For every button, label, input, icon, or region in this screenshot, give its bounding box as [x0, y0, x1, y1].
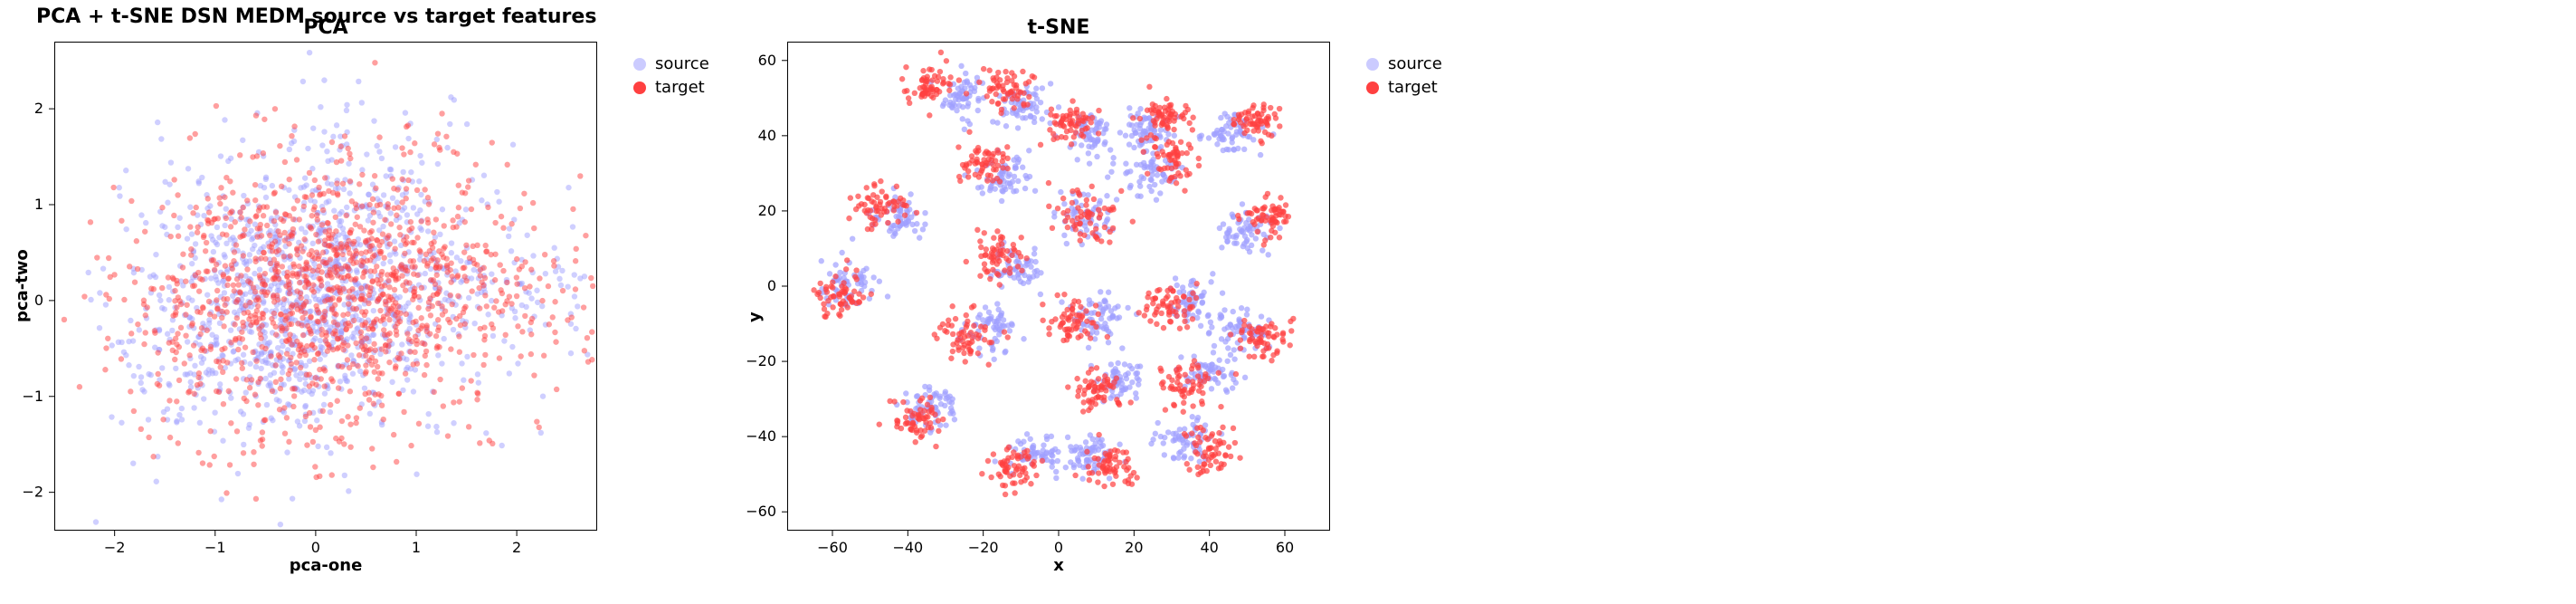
svg-text:20: 20 — [1125, 539, 1143, 556]
legend-label-source: source — [1388, 53, 1442, 76]
svg-text:40: 40 — [758, 127, 776, 144]
pca-legend: sourcetarget — [633, 53, 709, 100]
svg-text:−60: −60 — [746, 503, 776, 520]
legend-item-source: source — [633, 53, 709, 76]
svg-text:1: 1 — [412, 539, 421, 556]
legend-dot-target — [633, 81, 646, 94]
figure: PCA + t-SNE DSN MEDM source vs target fe… — [0, 0, 2576, 604]
svg-text:−20: −20 — [968, 539, 999, 556]
tsne-title: t-SNE — [787, 16, 1330, 39]
legend-item-target: target — [633, 76, 709, 100]
pca-plot: −2−1012−2−1012 — [54, 42, 597, 531]
tsne-xlabel: x — [787, 556, 1330, 575]
panel-pca: PCA −2−1012−2−1012 pca-one pca-two sourc… — [54, 42, 597, 531]
svg-text:2: 2 — [34, 100, 43, 117]
legend-dot-source — [1366, 58, 1379, 71]
svg-text:−20: −20 — [746, 352, 776, 369]
pca-xlabel: pca-one — [54, 556, 597, 575]
legend-dot-target — [1366, 81, 1379, 94]
svg-text:0: 0 — [1054, 539, 1063, 556]
svg-text:−2: −2 — [104, 539, 126, 556]
tsne-ylabel: y — [746, 312, 765, 322]
svg-text:20: 20 — [758, 202, 776, 219]
svg-text:60: 60 — [1276, 539, 1294, 556]
pca-ylabel: pca-two — [13, 249, 32, 322]
svg-text:−1: −1 — [204, 539, 226, 556]
svg-text:0: 0 — [34, 292, 43, 309]
tsne-legend: sourcetarget — [1366, 53, 1442, 100]
svg-text:−40: −40 — [892, 539, 923, 556]
svg-text:1: 1 — [34, 196, 43, 213]
legend-label-source: source — [655, 53, 709, 76]
legend-item-source: source — [1366, 53, 1442, 76]
svg-text:−60: −60 — [817, 539, 848, 556]
svg-text:2: 2 — [512, 539, 521, 556]
svg-text:0: 0 — [311, 539, 320, 556]
panel-tsne: t-SNE −60−40−200204060−60−40−200204060 x… — [787, 42, 1330, 531]
tsne-plot: −60−40−200204060−60−40−200204060 — [787, 42, 1330, 531]
svg-text:−2: −2 — [22, 484, 43, 501]
svg-text:40: 40 — [1200, 539, 1218, 556]
legend-item-target: target — [1366, 76, 1442, 100]
legend-dot-source — [633, 58, 646, 71]
svg-text:60: 60 — [758, 52, 776, 69]
svg-text:−40: −40 — [746, 427, 776, 445]
legend-label-target: target — [1388, 76, 1438, 100]
pca-title: PCA — [54, 16, 597, 39]
legend-label-target: target — [655, 76, 705, 100]
svg-text:0: 0 — [767, 277, 776, 294]
svg-text:−1: −1 — [22, 388, 43, 405]
